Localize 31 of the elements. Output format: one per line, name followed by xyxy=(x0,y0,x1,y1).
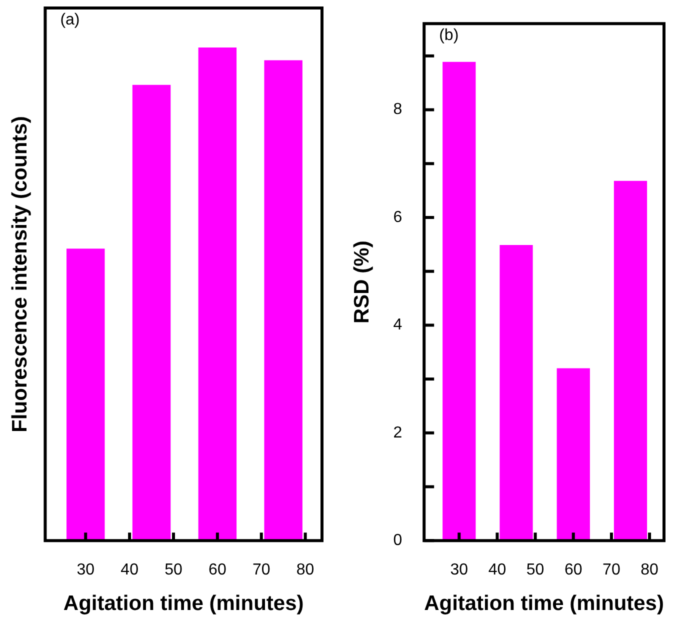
x-axis-title: Agitation time (minutes) xyxy=(424,592,664,616)
bar xyxy=(556,368,590,541)
x-tick-label: 70 xyxy=(602,562,620,579)
x-tick-label: 30 xyxy=(450,562,468,579)
y-tick-label: 4 xyxy=(393,316,402,334)
y-tick-label: 8 xyxy=(393,101,402,118)
y-axis-title: Fluorescence intensity (counts) xyxy=(8,116,32,432)
x-tick-label: 60 xyxy=(564,562,582,579)
x-tick-label: 70 xyxy=(252,562,270,579)
bar xyxy=(198,47,237,541)
x-tick-label: 40 xyxy=(488,562,506,579)
y-tick-label: 6 xyxy=(393,208,402,226)
bar xyxy=(500,244,533,541)
bar xyxy=(132,84,171,541)
annotation: (b) xyxy=(439,27,459,44)
text: (a) xyxy=(60,11,80,28)
bar xyxy=(66,248,105,541)
bar xyxy=(614,180,648,541)
x-tick-label: 50 xyxy=(164,562,182,579)
x-tick-label: 40 xyxy=(120,562,139,579)
x-tick-label: 30 xyxy=(76,562,95,579)
x-tick-label: 60 xyxy=(208,562,226,579)
y-tick-label: 2 xyxy=(393,424,402,442)
x-axis-title: Agitation time (minutes) xyxy=(63,592,304,616)
bar xyxy=(264,60,302,541)
x-tick-label: 50 xyxy=(526,562,544,579)
bar xyxy=(442,62,476,541)
x-tick-label: 80 xyxy=(296,562,314,579)
y-tick-label: 0 xyxy=(393,532,402,550)
y-axis-title: RSD (%) xyxy=(350,240,374,324)
x-tick-label: 80 xyxy=(640,562,659,579)
